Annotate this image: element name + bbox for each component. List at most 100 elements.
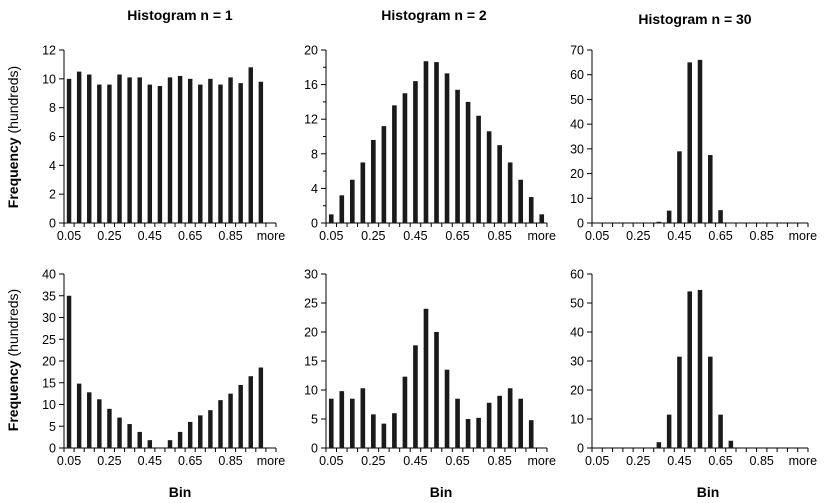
bar-0.35 [656,221,662,223]
bar-0.25 [107,408,112,448]
x-tick-label: 0.05 [319,229,343,243]
bar-0.95 [248,67,253,223]
y-tick-label: 60 [570,68,584,82]
x-tick-label: 0.85 [218,454,242,468]
x-tick-label: 0.45 [138,454,162,468]
bar-0.85 [228,393,233,448]
chart-title-n1: Histogram n = 1 [127,7,233,23]
bar-1 [528,420,534,448]
y-tick-label: 30 [42,311,56,325]
bar-0.4 [402,376,408,448]
bar-0.3 [381,423,387,448]
y-tick-label: 30 [570,355,584,369]
bar-0.55 [167,77,173,224]
bar-0.75 [476,115,481,223]
y-tick-label: 10 [42,398,56,412]
bar-0.4 [666,210,672,223]
x-tick-label: 0.05 [585,454,609,468]
x-tick-label: 0.65 [178,454,202,468]
y-tick-label: 40 [42,268,56,282]
x-tick-label: 0.45 [667,454,691,468]
bar-0.1 [339,195,345,223]
bar-0.9 [507,162,513,223]
y-tick-label: 16 [304,78,318,92]
y-tick-label: 50 [570,297,584,311]
bar-0.75 [208,78,213,223]
bar-0.2 [97,399,102,448]
x-tick-label: more [789,229,818,243]
y-axis-title-bottom: Frequency (hundreds) [5,289,21,431]
bar-0.45 [677,356,682,448]
bar-0.1 [76,71,82,223]
bar-0.3 [117,74,122,223]
x-tick-label: 0.65 [708,229,732,243]
x-tick-label: 0.05 [319,454,343,468]
bar-0.8 [486,402,492,448]
y-tick-label: 0 [577,217,584,231]
bar-0.3 [117,417,122,448]
panel-n30-ushape: 0 10 20 30 40 50 60 0.05 0.25 0.45 0.65 0.85 more [570,268,817,469]
x-axis-title-middle: Bin [430,484,453,500]
y-tick-label: 10 [304,384,318,398]
x-tick-label: more [257,229,286,243]
y-tick-label: 20 [570,384,584,398]
x-tick-label: more [257,454,286,468]
y-tick-label: 10 [570,192,584,206]
y-tick-label: 25 [42,333,56,347]
bar-1 [258,367,264,448]
panel-n1-uniform: 0 2 4 6 8 10 12 0.05 0.25 0.45 0.65 0.85 more [42,44,285,244]
bar-0.1 [339,391,345,448]
bar-0.4 [137,77,142,224]
bar-0.9 [507,388,513,448]
x-axis-title-left: Bin [169,484,192,500]
bar-0.35 [127,424,132,448]
y-tick-label: 4 [311,182,318,196]
x-axis-title-right: Bin [697,484,720,500]
x-tick-label: 0.65 [445,454,469,468]
x-tick-label: 0.65 [708,454,732,468]
bar-0.5 [423,61,429,224]
y-tick-label: 40 [570,118,584,132]
bar-0.7 [728,440,734,448]
y-tick-label: 5 [311,413,318,427]
bar-0.2 [360,388,366,448]
bar-0.35 [656,442,662,448]
bar-0.25 [371,414,376,448]
y-tick-label: 8 [49,101,56,115]
bar-1 [528,197,534,223]
bar-0.55 [697,59,703,224]
bar-0.05 [328,214,334,223]
y-tick-label: 20 [570,167,584,181]
bar-0.75 [208,410,213,448]
y-tick-label: 2 [49,188,56,202]
bar-0.7 [465,419,471,448]
bar-0.6 [708,356,713,448]
y-tick-label: 20 [42,355,56,369]
x-tick-label: 0.85 [218,229,242,243]
y-tick-label: 70 [570,44,584,58]
y-tick-label: 0 [49,442,56,456]
bar-0.35 [392,413,397,448]
panel-n30-uniform: 0 10 20 30 40 50 60 70 0.05 0.25 0.45 0.65 0.85 more [570,44,817,244]
y-tick-label: 5 [49,420,56,434]
bar-0.8 [218,84,223,223]
y-tick-label: 4 [49,159,56,173]
bar-0.75 [476,417,481,448]
y-tick-label: 0 [311,442,318,456]
x-tick-label: more [527,229,556,243]
bar-0.9 [238,83,243,224]
y-axis-title-top: Frequency (hundreds) [5,66,21,208]
bar-0.6 [444,73,450,223]
bar-0.65 [455,398,460,448]
bar-0.8 [486,131,492,223]
bar-0.05 [66,295,72,448]
bar-0.55 [434,332,439,448]
bar-0.5 [423,308,429,448]
bar-0.95 [518,398,524,448]
x-tick-label: 0.85 [487,229,511,243]
bar-0.9 [238,384,243,448]
x-tick-label: 0.25 [626,454,650,468]
y-tick-label: 40 [570,326,584,340]
x-tick-label: 0.45 [403,229,427,243]
y-tick-label: 30 [304,268,318,282]
